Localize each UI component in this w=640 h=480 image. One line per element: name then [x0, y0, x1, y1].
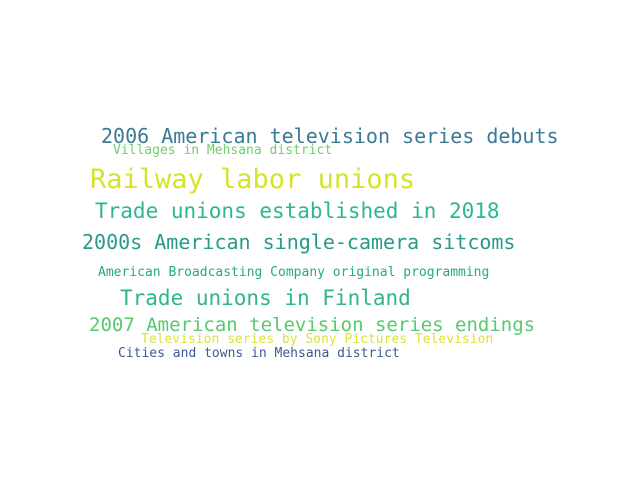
- word-television-series-by-sony-pictures-television: Television series by Sony Pictures Telev…: [141, 332, 494, 347]
- word-railway-labor-unions: Railway labor unions: [90, 164, 416, 195]
- word-cities-and-towns-in-mehsana-district: Cities and towns in Mehsana district: [118, 346, 400, 361]
- word-2007-american-television-series-endings: 2007 American television series endings: [89, 314, 536, 336]
- word-trade-unions-established-in-2018: Trade unions established in 2018: [95, 199, 500, 223]
- word-2000s-american-single-camera-sitcoms: 2000s American single-camera sitcoms: [82, 230, 516, 254]
- word-villages-in-mehsana-district: Villages in Mehsana district: [113, 143, 333, 158]
- word-trade-unions-in-finland: Trade unions in Finland: [120, 286, 411, 310]
- word-american-broadcasting-company-original-programming: American Broadcasting Company original p…: [98, 265, 490, 280]
- word-2006-american-television-series-debuts: 2006 American television series debuts: [101, 124, 559, 148]
